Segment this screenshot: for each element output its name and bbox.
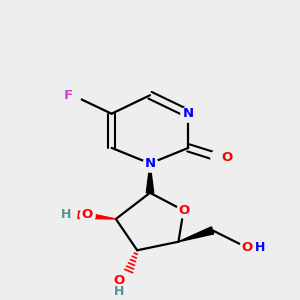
Polygon shape <box>146 164 154 193</box>
Text: H: H <box>61 208 72 221</box>
Text: O: O <box>178 204 189 217</box>
Text: H: H <box>113 285 124 298</box>
Text: H: H <box>255 241 266 254</box>
Text: O: O <box>221 151 232 164</box>
Text: N: N <box>144 157 156 170</box>
Polygon shape <box>178 227 214 242</box>
Text: N: N <box>183 107 194 120</box>
Text: O: O <box>113 274 124 286</box>
Text: F: F <box>64 89 73 102</box>
Polygon shape <box>78 211 116 219</box>
Text: O: O <box>81 208 92 221</box>
Text: O: O <box>241 241 252 254</box>
